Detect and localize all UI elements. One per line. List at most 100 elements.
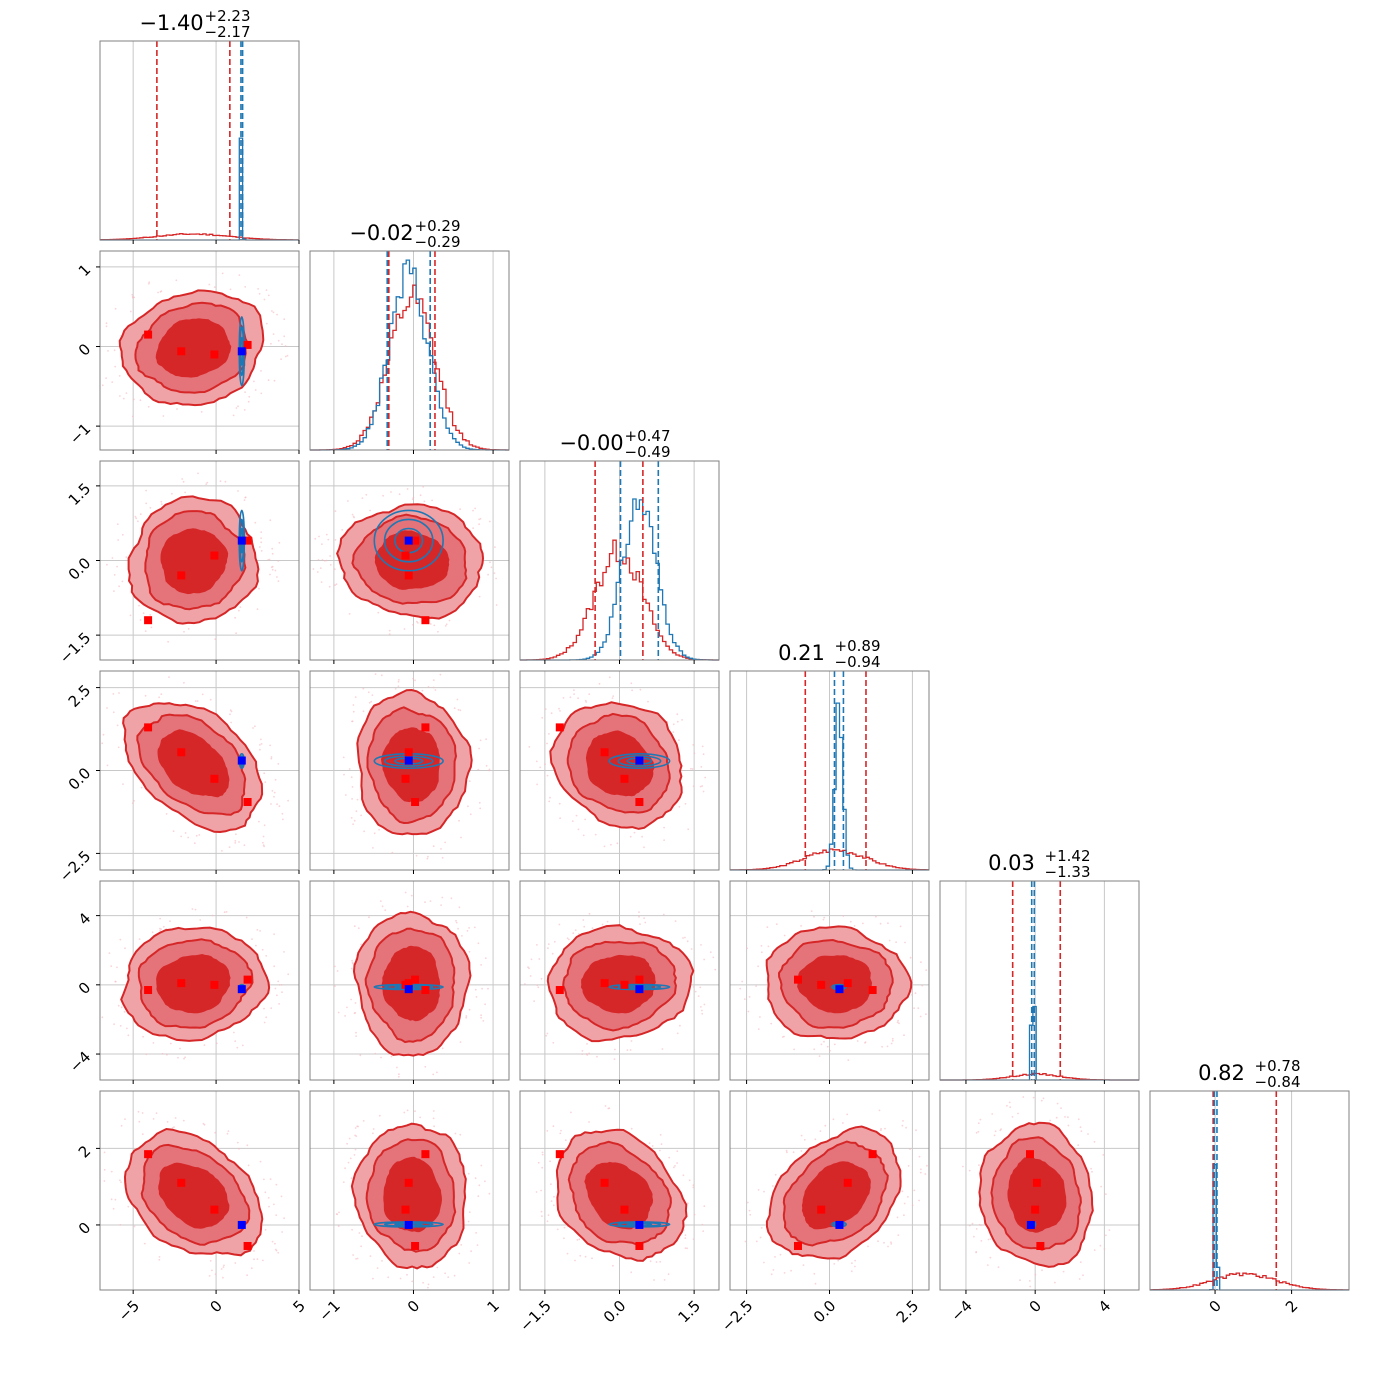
sample-point	[458, 1252, 461, 1255]
sample-point	[388, 633, 391, 635]
sample-point	[106, 764, 109, 767]
sample-point	[248, 395, 251, 398]
sample-point	[630, 1271, 633, 1274]
sample-point	[141, 1133, 144, 1135]
sample-point	[113, 574, 116, 576]
sample-point	[256, 608, 259, 611]
sample-point	[245, 916, 248, 919]
sample-point	[271, 565, 274, 568]
sample-point	[127, 1205, 130, 1208]
sample-point	[208, 1275, 211, 1277]
red-marker	[600, 1178, 609, 1187]
sample-point	[880, 1129, 882, 1132]
sample-point	[431, 499, 433, 502]
sample-point	[746, 947, 748, 950]
sample-point	[1062, 1270, 1065, 1273]
sample-point	[991, 1113, 994, 1115]
sample-point	[127, 1034, 130, 1037]
sample-point	[687, 828, 690, 831]
sample-point	[1009, 1106, 1012, 1109]
sample-point	[647, 700, 649, 703]
sample-point	[338, 1211, 340, 1214]
sample-point	[360, 943, 362, 946]
sample-point	[444, 841, 446, 844]
sample-point	[468, 950, 471, 953]
sample-point	[284, 355, 287, 358]
blue-marker	[635, 985, 644, 994]
sample-point	[243, 409, 246, 411]
sample-point	[421, 689, 424, 692]
sample-point	[126, 1027, 128, 1030]
sample-point	[273, 1203, 275, 1206]
sample-point	[692, 986, 695, 988]
sample-point	[387, 1276, 390, 1279]
sample-point	[439, 673, 442, 676]
sample-point	[659, 1134, 662, 1136]
sample-point	[380, 1056, 382, 1059]
sample-point	[274, 1242, 276, 1245]
sample-point	[120, 1124, 123, 1127]
red-marker	[600, 748, 609, 757]
red-marker	[620, 980, 629, 989]
sample-point	[846, 1113, 849, 1116]
sample-point	[105, 377, 107, 379]
sample-point	[691, 768, 694, 770]
sample-point	[102, 733, 105, 736]
red-marker	[620, 1205, 629, 1214]
sample-point	[247, 1164, 250, 1167]
sample-point	[234, 1262, 237, 1264]
sample-point	[399, 1277, 402, 1280]
sample-point	[540, 1189, 542, 1192]
sample-point	[591, 1257, 593, 1260]
sample-point	[265, 955, 268, 957]
sample-point	[346, 1142, 348, 1145]
sample-point	[354, 696, 357, 698]
red-marker	[1031, 1205, 1040, 1214]
sample-point	[478, 595, 481, 598]
sample-point	[251, 938, 253, 940]
sample-point	[118, 585, 120, 588]
diagonal-panel-0: −1.40 +2.23−2.17	[99, 7, 300, 244]
sample-point	[244, 496, 247, 499]
x-tick-label: −1	[315, 1297, 343, 1325]
sample-point	[474, 988, 477, 991]
sample-point	[629, 1049, 632, 1051]
sample-point	[179, 1047, 181, 1050]
sample-point	[361, 1235, 363, 1238]
sample-point	[368, 916, 370, 919]
sample-point	[270, 756, 273, 758]
sample-point	[432, 1117, 435, 1120]
sample-point	[278, 1003, 280, 1005]
sample-point	[276, 576, 278, 578]
sample-point	[283, 335, 286, 338]
sample-point	[877, 1240, 879, 1243]
sample-point	[837, 1259, 840, 1262]
sample-point	[334, 965, 336, 968]
sample-point	[119, 1223, 122, 1226]
sample-point	[263, 1178, 265, 1181]
y-tick-label: 2	[75, 1142, 94, 1161]
sample-point	[703, 1003, 706, 1006]
blue-marker	[237, 536, 246, 545]
sample-point	[495, 604, 498, 606]
blue-contour	[617, 755, 662, 767]
sample-point	[682, 937, 684, 939]
sample-point	[757, 1028, 760, 1030]
sample-point	[222, 1276, 224, 1279]
sample-point	[357, 927, 360, 930]
red-histogram	[310, 284, 509, 451]
sample-point	[653, 1279, 655, 1281]
sample-point	[663, 839, 665, 841]
panel-title-median: 0.03	[988, 851, 1035, 875]
sample-point	[351, 961, 354, 964]
sample-point	[663, 1279, 666, 1281]
sample-point	[354, 1127, 357, 1129]
sample-point	[1034, 1273, 1037, 1276]
red-marker	[635, 1241, 644, 1250]
sample-point	[813, 915, 815, 918]
sample-point	[347, 500, 349, 502]
sample-point	[138, 938, 141, 940]
sample-point	[174, 1117, 177, 1119]
sample-point	[203, 1044, 206, 1046]
sample-point	[755, 1240, 758, 1243]
